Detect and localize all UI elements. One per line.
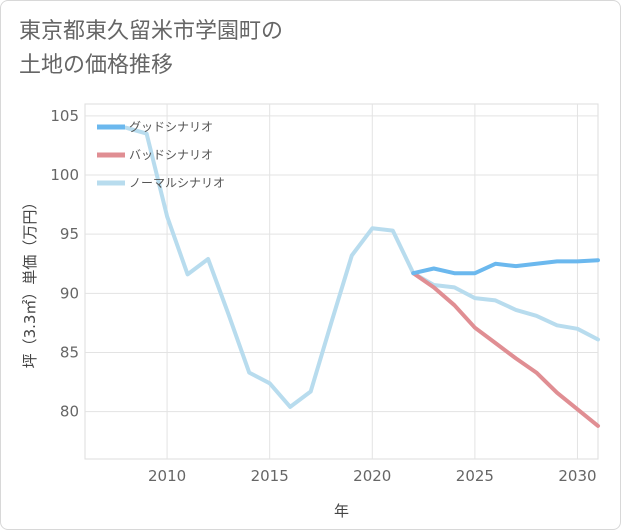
legend-label: グッドシナリオ <box>129 120 213 134</box>
legend-item-2[interactable]: ノーマルシナリオ <box>97 176 225 190</box>
x-tick-label: 2030 <box>558 467 596 485</box>
series-lines <box>124 125 600 428</box>
plot-area-border <box>84 103 599 460</box>
y-tick-label: 95 <box>60 225 79 243</box>
legend-label: バッドシナリオ <box>129 148 213 162</box>
chart-title-line2: 土地の価格推移 <box>19 53 174 78</box>
legend-item-1[interactable]: バッドシナリオ <box>97 148 213 162</box>
tick-labels: 2010 2015 2020 2025 2030 80 85 90 95 100 105 <box>50 107 596 485</box>
y-tick-label: 85 <box>60 344 79 362</box>
legend-label: ノーマルシナリオ <box>129 176 225 190</box>
chart-title: 東京都東久留米市学園町の 土地の価格推移 <box>19 15 283 83</box>
y-tick-label: 100 <box>50 166 79 184</box>
x-tick-label: 2020 <box>353 467 391 485</box>
y-tick-label: 90 <box>60 284 79 302</box>
y-axis-label: 坪（3.3㎡）単価（万円） <box>21 195 39 369</box>
legend-item-0[interactable]: グッドシナリオ <box>97 120 213 134</box>
series-line-0 <box>411 258 600 276</box>
x-tick-label: 2015 <box>251 467 289 485</box>
x-tick-label: 2025 <box>456 467 494 485</box>
chart-title-line1: 東京都東久留米市学園町の <box>19 19 284 44</box>
y-tick-label: 105 <box>50 107 79 125</box>
x-axis-label: 年 <box>334 502 349 520</box>
series-line-2 <box>124 125 600 409</box>
y-tick-label: 80 <box>60 403 79 421</box>
grid <box>84 103 599 460</box>
series-line-1 <box>411 271 600 428</box>
x-tick-label: 2010 <box>148 467 186 485</box>
